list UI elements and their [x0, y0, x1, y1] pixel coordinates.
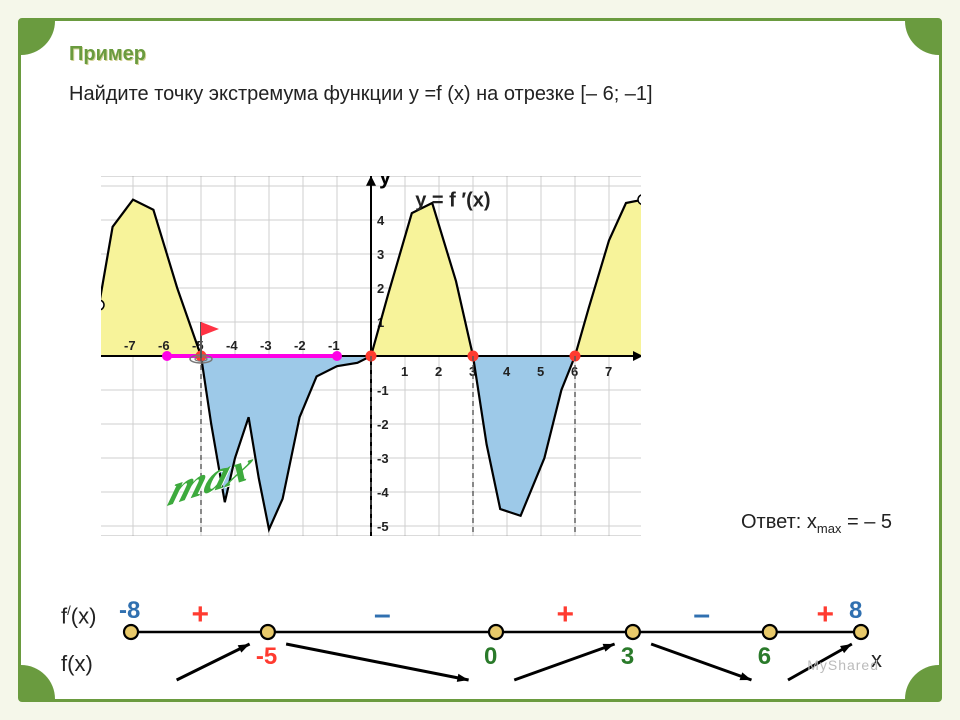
svg-text:-7: -7: [124, 338, 136, 353]
svg-text:-1: -1: [377, 383, 389, 398]
svg-text:0: 0: [484, 643, 497, 670]
svg-text:-2: -2: [377, 417, 389, 432]
svg-text:-4: -4: [226, 338, 238, 353]
answer-prefix: Ответ: x: [741, 511, 817, 533]
corner-decoration: [21, 21, 55, 55]
svg-text:6: 6: [758, 643, 771, 670]
svg-text:+: +: [191, 598, 209, 631]
svg-text:3: 3: [621, 643, 634, 670]
svg-text:-3: -3: [377, 451, 389, 466]
corner-decoration: [21, 665, 55, 699]
svg-text:8: 8: [849, 597, 862, 624]
svg-text:-6: -6: [158, 338, 170, 353]
svg-text:2: 2: [435, 364, 442, 379]
svg-text:+: +: [556, 598, 574, 631]
svg-text:2: 2: [377, 281, 384, 296]
svg-text:y: y: [379, 176, 392, 189]
corner-decoration: [905, 665, 939, 699]
watermark: MyShared: [807, 657, 879, 673]
svg-text:y = f ′(x): y = f ′(x): [415, 189, 490, 211]
svg-text:-4: -4: [377, 485, 389, 500]
svg-text:-2: -2: [294, 338, 306, 353]
svg-text:-8: -8: [119, 597, 140, 624]
example-title: Пример: [69, 43, 146, 66]
svg-text:3: 3: [377, 247, 384, 262]
sign-line-diagram: f/(x) f(x) x -88+–+–+-5036: [61, 577, 899, 707]
svg-text:–: –: [693, 598, 710, 631]
svg-text:-1: -1: [328, 338, 340, 353]
svg-text:4: 4: [377, 213, 385, 228]
f-label: f(x): [61, 651, 93, 677]
svg-text:-5: -5: [256, 643, 277, 670]
svg-text:-3: -3: [260, 338, 272, 353]
fprime-label: f/(x): [61, 603, 96, 629]
answer-text: Ответ: xmax = – 5: [741, 511, 892, 536]
svg-text:4: 4: [503, 364, 511, 379]
slide-frame: Пример Найдите точку экстремума функции …: [18, 18, 942, 702]
corner-decoration: [905, 21, 939, 55]
svg-text:+: +: [817, 598, 835, 631]
task-prompt: Найдите точку экстремума функции y =f (x…: [69, 83, 653, 106]
svg-text:–: –: [374, 598, 391, 631]
answer-suffix: = – 5: [841, 511, 892, 533]
svg-text:-5: -5: [377, 519, 389, 534]
svg-text:7: 7: [605, 364, 612, 379]
answer-subscript: max: [817, 521, 842, 536]
svg-text:1: 1: [401, 364, 408, 379]
svg-text:5: 5: [537, 364, 544, 379]
